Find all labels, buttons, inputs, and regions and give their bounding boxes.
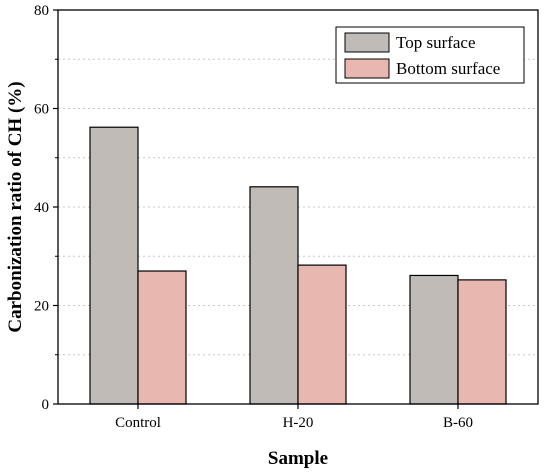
y-tick-label: 20 — [34, 299, 49, 315]
bar-top-surface-control — [89, 126, 139, 405]
bar-bottom-surface-control — [137, 270, 187, 405]
y-tick-label: 0 — [42, 397, 50, 413]
x-axis-title: Sample — [268, 448, 328, 469]
y-tick-label: 80 — [34, 3, 49, 19]
legend-label-bottom-surface: Bottom surface — [396, 59, 500, 78]
bar-top-surface-h-20 — [249, 186, 299, 405]
legend-label-top-surface: Top surface — [396, 33, 476, 52]
x-tick-label-control: Control — [115, 415, 161, 431]
bar-top-surface-b-60 — [409, 274, 459, 405]
legend-swatch-top-surface — [344, 32, 390, 53]
y-axis-title: Carbonization ratio of CH (%) — [5, 81, 26, 332]
legend: Top surface Bottom surface — [335, 26, 525, 84]
bar-bottom-surface-b-60 — [457, 279, 507, 405]
bar-bottom-surface-h-20 — [297, 264, 347, 405]
legend-swatch-bottom-surface — [344, 58, 390, 79]
axes: 0 20 40 60 80 Control H-20 B-60 — [34, 3, 473, 431]
bars — [89, 126, 507, 405]
y-tick-label: 60 — [34, 102, 49, 118]
x-tick-label-b-60: B-60 — [443, 415, 473, 431]
y-tick-label: 40 — [34, 200, 49, 216]
x-tick-label-h-20: H-20 — [283, 415, 314, 431]
